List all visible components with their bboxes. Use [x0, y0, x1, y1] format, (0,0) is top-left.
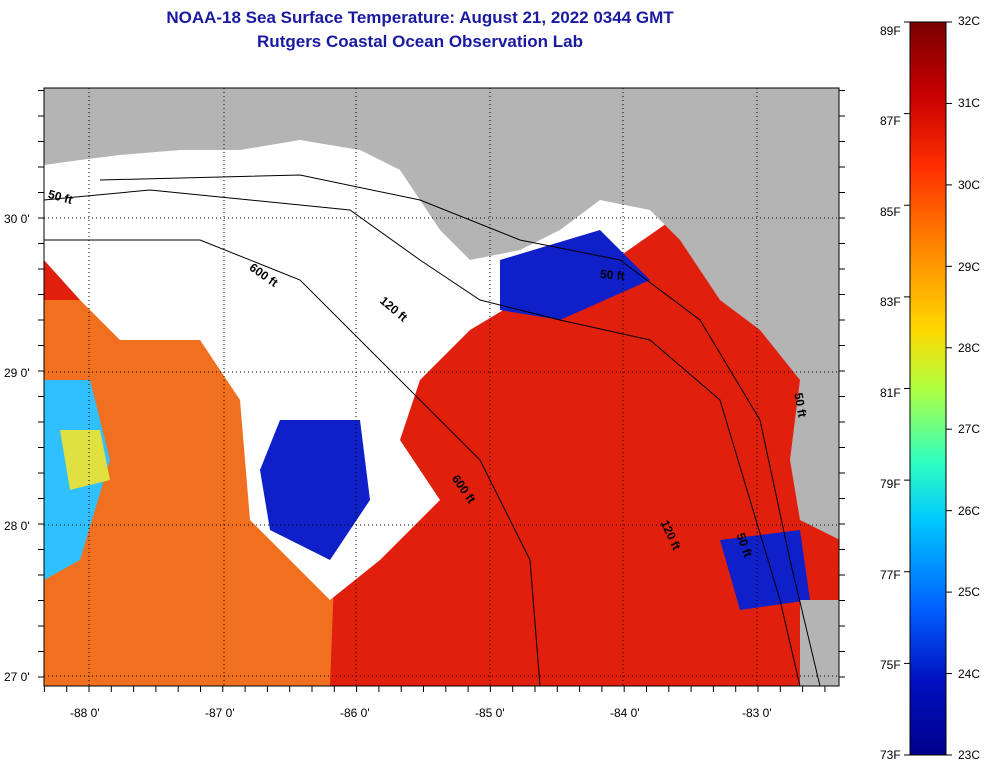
plot-frame — [43, 87, 840, 687]
graticule — [44, 88, 839, 686]
cloud-area — [44, 88, 839, 600]
sst-blue-patch — [500, 230, 650, 320]
depth-contour-120 — [44, 189, 801, 686]
colorbar-f-label: 89F — [880, 24, 901, 38]
colorbar-c-label: 27C — [958, 422, 981, 436]
sst-blue-patch — [260, 420, 370, 560]
colorbar-c-label: 30C — [958, 178, 981, 192]
colorbar-f-label: 81F — [880, 386, 901, 400]
depth-contour-50 — [99, 174, 821, 686]
lon-label-83: -83 0' — [742, 706, 772, 720]
colorbar-c-label: 28C — [958, 341, 981, 355]
colorbar-c-label: 24C — [958, 667, 981, 681]
land-area — [800, 600, 839, 686]
colorbar — [909, 21, 947, 756]
colorbar-c-label: 31C — [958, 96, 981, 110]
colorbar-f-label: 83F — [880, 295, 901, 309]
colorbar-f-label: 79F — [880, 477, 901, 491]
lon-label-87: -87 0' — [205, 706, 235, 720]
colorbar-c-label: 32C — [958, 14, 981, 28]
colorbar-c-label: 25C — [958, 585, 981, 599]
lon-label-86: -86 0' — [340, 706, 370, 720]
sst-yellow-patch — [60, 430, 110, 490]
lat-label-29: 29 0' — [4, 366, 30, 380]
colorbar-c-label: 23C — [958, 748, 981, 762]
lat-label-28: 28 0' — [4, 519, 30, 533]
land-area — [44, 88, 839, 540]
lon-label-88: -88 0' — [70, 706, 100, 720]
colorbar-f-label: 87F — [880, 114, 901, 128]
lon-label-85: -85 0' — [475, 706, 505, 720]
depth-contour-600 — [44, 239, 541, 686]
lat-label-27: 27 0' — [4, 670, 30, 684]
lon-label-84: -84 0' — [610, 706, 640, 720]
map-title: NOAA-18 Sea Surface Temperature: August … — [166, 8, 674, 27]
colorbar-f-label: 85F — [880, 205, 901, 219]
colorbar-f-label: 75F — [880, 658, 901, 672]
axis-ticks — [38, 21, 952, 756]
colorbar-f-label: 77F — [880, 568, 901, 582]
contour-label: 50 ft — [599, 266, 626, 284]
map-subtitle: Rutgers Coastal Ocean Observation Lab — [257, 32, 583, 51]
colorbar-c-label: 26C — [958, 504, 981, 518]
lat-label-30: 30 0' — [4, 212, 30, 226]
colorbar-c-label: 29C — [958, 260, 981, 274]
colorbar-f-label: 73F — [880, 748, 901, 762]
